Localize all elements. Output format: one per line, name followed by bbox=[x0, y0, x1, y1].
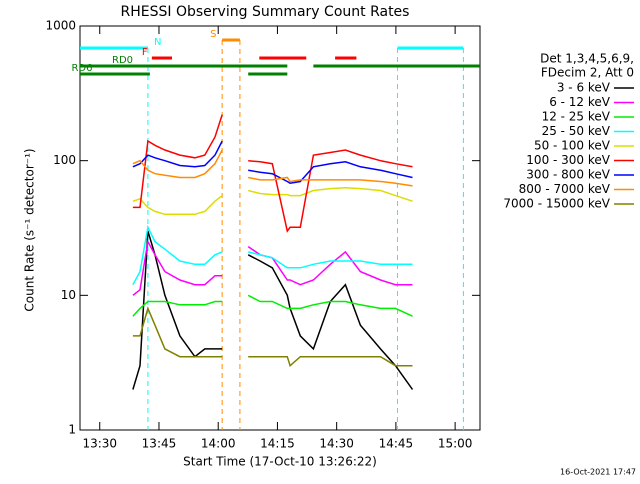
legend-label: 3 - 6 keV bbox=[557, 81, 611, 95]
series-line bbox=[132, 149, 413, 187]
x-tick-label: 14:45 bbox=[379, 437, 414, 451]
series-line bbox=[132, 306, 413, 368]
legend-label: 25 - 50 keV bbox=[542, 124, 611, 138]
y-tick-label: 1000 bbox=[45, 19, 76, 33]
series-line bbox=[132, 186, 413, 216]
footer-date: 16-Oct-2021 17:47 bbox=[560, 468, 636, 477]
x-tick-label: 14:30 bbox=[319, 437, 354, 451]
y-axis-label: Count Rate (s⁻¹ detector⁻¹) bbox=[23, 148, 37, 311]
y-tick-label: 10 bbox=[61, 288, 76, 302]
y-tick-label: 1 bbox=[68, 423, 76, 437]
x-tick-label: 15:00 bbox=[438, 437, 473, 451]
legend-label: 100 - 300 keV bbox=[526, 153, 610, 167]
series-line bbox=[132, 114, 413, 233]
flag-label: S bbox=[210, 29, 216, 40]
flag-label: N bbox=[154, 37, 161, 48]
legend-label: 50 - 100 keV bbox=[534, 139, 611, 153]
y-tick-label: 100 bbox=[53, 153, 76, 167]
series-line bbox=[132, 294, 413, 317]
series-line bbox=[132, 140, 413, 184]
chart-title: RHESSI Observing Summary Count Rates bbox=[121, 4, 410, 20]
x-tick-label: 13:30 bbox=[82, 437, 117, 451]
legend-label: 300 - 800 keV bbox=[526, 168, 610, 182]
legend-label: 800 - 7000 keV bbox=[519, 182, 611, 196]
legend-label: 12 - 25 keV bbox=[542, 110, 611, 124]
series-line bbox=[132, 230, 414, 390]
legend-label: 6 - 12 keV bbox=[549, 95, 611, 109]
legend-header: Det 1,3,4,5,6,9, bbox=[540, 52, 634, 66]
flag-label: RD0 bbox=[112, 55, 133, 66]
legend-header: FDecim 2, Att 0 bbox=[541, 66, 634, 80]
x-tick-label: 13:45 bbox=[142, 437, 177, 451]
legend-label: 7000 - 15000 keV bbox=[503, 197, 610, 211]
plot-frame bbox=[79, 25, 481, 431]
x-axis-label: Start Time (17-Oct-10 13:26:22) bbox=[183, 455, 377, 469]
series-line bbox=[132, 224, 413, 286]
x-tick-label: 14:15 bbox=[260, 437, 295, 451]
flag-label: F bbox=[142, 47, 148, 58]
flag-label: RD6 bbox=[71, 63, 92, 74]
x-tick-label: 14:00 bbox=[201, 437, 236, 451]
